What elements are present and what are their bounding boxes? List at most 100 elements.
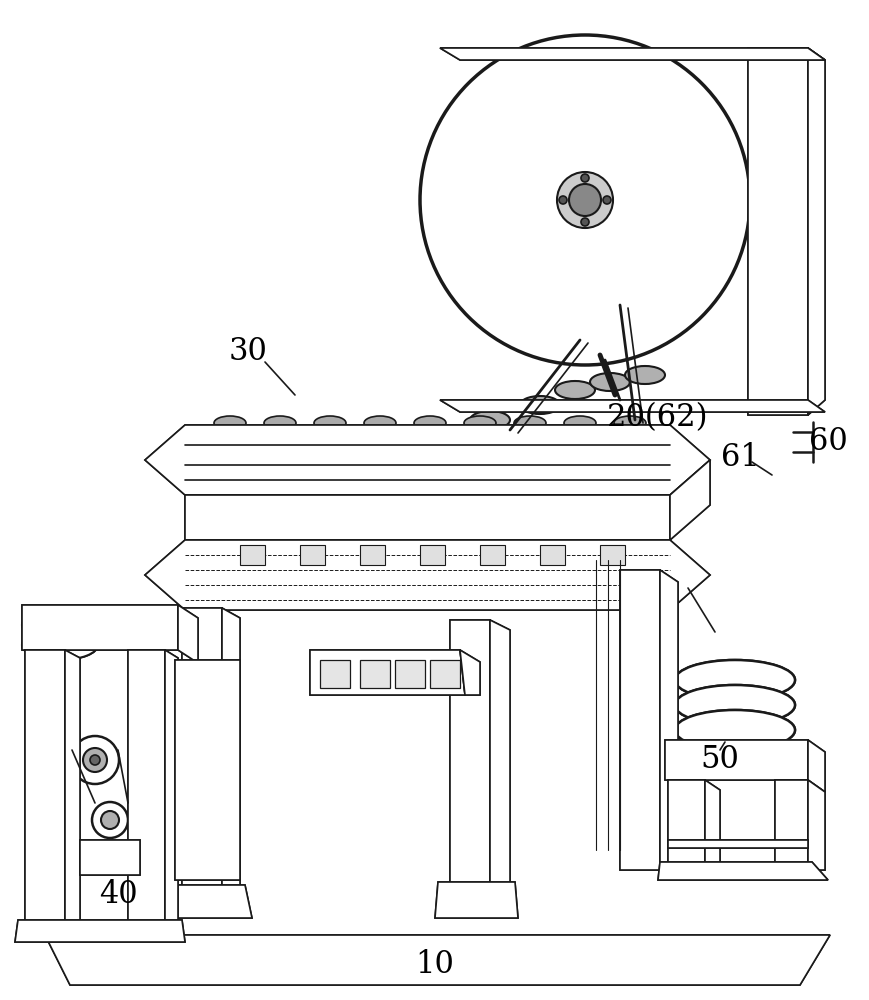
Polygon shape [395,660,425,688]
Polygon shape [15,920,185,942]
Polygon shape [667,780,704,870]
Polygon shape [620,570,660,870]
Polygon shape [704,780,720,870]
Polygon shape [22,605,178,650]
Polygon shape [704,780,720,870]
Polygon shape [480,545,504,565]
Polygon shape [600,545,624,565]
Circle shape [559,196,567,204]
Polygon shape [178,605,198,663]
Polygon shape [660,570,677,870]
Circle shape [420,35,749,365]
Polygon shape [165,650,178,928]
Circle shape [556,172,613,228]
Polygon shape [128,650,165,928]
Ellipse shape [363,416,395,430]
Ellipse shape [314,416,346,430]
Polygon shape [309,650,464,695]
Ellipse shape [463,416,495,430]
Circle shape [83,748,107,772]
Polygon shape [440,400,824,412]
Polygon shape [65,650,80,928]
Polygon shape [162,885,252,918]
Circle shape [580,218,588,226]
Ellipse shape [674,710,794,750]
Text: 20(62): 20(62) [607,402,708,434]
Polygon shape [434,882,517,918]
Polygon shape [774,780,807,870]
Polygon shape [45,935,829,985]
Ellipse shape [263,416,295,430]
Polygon shape [807,740,824,792]
Polygon shape [22,605,178,650]
Polygon shape [747,48,807,415]
Circle shape [90,755,100,765]
Polygon shape [540,545,564,565]
Polygon shape [747,48,807,415]
Polygon shape [175,660,240,880]
Polygon shape [222,608,240,895]
Circle shape [769,365,789,385]
Polygon shape [489,620,509,895]
Polygon shape [360,545,385,565]
Polygon shape [807,780,824,870]
Polygon shape [807,780,824,870]
Polygon shape [669,460,709,540]
Polygon shape [807,740,824,792]
Polygon shape [222,608,240,895]
Ellipse shape [22,610,98,640]
Text: 61: 61 [720,442,759,474]
Polygon shape [175,660,240,880]
Polygon shape [429,660,460,688]
Ellipse shape [674,685,794,725]
Polygon shape [80,840,140,875]
Polygon shape [420,545,444,565]
Polygon shape [25,650,65,928]
Polygon shape [434,882,517,918]
Polygon shape [178,605,198,663]
Polygon shape [182,608,222,895]
Polygon shape [440,48,824,60]
Polygon shape [460,650,480,695]
Text: 10: 10 [415,949,454,980]
Ellipse shape [589,373,629,391]
Polygon shape [460,650,480,695]
Polygon shape [185,495,669,540]
Polygon shape [25,650,65,928]
Polygon shape [182,608,222,895]
Polygon shape [320,660,349,688]
Polygon shape [300,545,325,565]
Circle shape [602,196,610,204]
Ellipse shape [563,416,595,430]
Polygon shape [660,570,677,870]
Circle shape [101,811,119,829]
Text: 60: 60 [807,426,846,458]
Polygon shape [145,540,709,610]
Ellipse shape [674,660,794,700]
Ellipse shape [22,630,98,660]
Circle shape [769,80,789,100]
Polygon shape [145,540,709,610]
Polygon shape [15,920,185,942]
Circle shape [71,736,119,784]
Polygon shape [309,650,464,695]
Polygon shape [657,862,827,880]
Circle shape [808,369,820,381]
Ellipse shape [624,366,664,384]
Polygon shape [657,862,827,880]
Polygon shape [360,660,389,688]
Polygon shape [440,48,824,60]
Polygon shape [162,885,252,918]
Circle shape [580,174,588,182]
Ellipse shape [414,416,446,430]
Polygon shape [185,495,669,540]
Polygon shape [145,425,709,495]
Ellipse shape [554,381,594,399]
Polygon shape [449,620,489,895]
Polygon shape [774,780,807,870]
Polygon shape [240,545,265,565]
Polygon shape [667,780,704,870]
Polygon shape [145,425,709,495]
Polygon shape [440,400,824,412]
Polygon shape [45,935,829,985]
